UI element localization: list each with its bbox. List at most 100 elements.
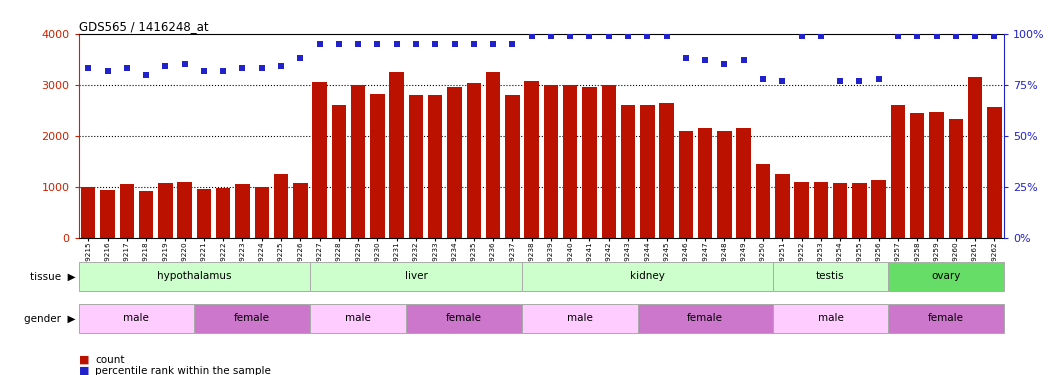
Bar bbox=[659, 103, 674, 238]
Point bbox=[523, 33, 540, 39]
Bar bbox=[968, 77, 982, 238]
Bar bbox=[79, 262, 310, 291]
Bar bbox=[101, 190, 114, 238]
Point bbox=[350, 41, 367, 47]
Point bbox=[677, 55, 694, 61]
Bar bbox=[772, 304, 889, 333]
Bar bbox=[889, 262, 1004, 291]
Point bbox=[408, 41, 424, 47]
Bar bbox=[158, 183, 173, 238]
Point bbox=[196, 68, 213, 74]
Text: female: female bbox=[234, 313, 270, 323]
Bar bbox=[505, 94, 520, 238]
Bar bbox=[640, 105, 655, 238]
Text: count: count bbox=[95, 355, 125, 365]
Bar bbox=[310, 262, 522, 291]
Bar bbox=[79, 304, 194, 333]
Text: GDS565 / 1416248_at: GDS565 / 1416248_at bbox=[79, 20, 209, 33]
Text: male: male bbox=[345, 313, 371, 323]
Text: ■: ■ bbox=[79, 355, 89, 365]
Bar bbox=[331, 105, 346, 238]
Point bbox=[581, 33, 597, 39]
Point bbox=[812, 33, 829, 39]
Point bbox=[485, 41, 502, 47]
Bar bbox=[486, 72, 500, 238]
Bar bbox=[872, 180, 886, 238]
Bar bbox=[428, 94, 442, 238]
Text: percentile rank within the sample: percentile rank within the sample bbox=[95, 366, 271, 375]
Point bbox=[909, 33, 925, 39]
Bar bbox=[544, 85, 559, 238]
Bar bbox=[813, 182, 828, 238]
Point bbox=[292, 55, 309, 61]
Bar bbox=[698, 128, 713, 238]
Bar bbox=[194, 304, 310, 333]
Point bbox=[947, 33, 964, 39]
Bar bbox=[293, 183, 307, 238]
Point bbox=[851, 78, 868, 84]
Bar bbox=[930, 112, 944, 238]
Point bbox=[446, 41, 463, 47]
Text: male: male bbox=[817, 313, 844, 323]
Bar bbox=[948, 118, 963, 238]
Bar bbox=[891, 105, 905, 238]
Point bbox=[254, 66, 270, 72]
Bar bbox=[910, 114, 924, 238]
Bar bbox=[447, 87, 462, 238]
Point bbox=[890, 33, 907, 39]
Bar bbox=[312, 82, 327, 238]
Bar bbox=[794, 182, 809, 238]
Point bbox=[601, 33, 617, 39]
Bar bbox=[776, 174, 789, 238]
Point bbox=[311, 41, 328, 47]
Point bbox=[465, 41, 482, 47]
Point bbox=[389, 41, 406, 47]
Point bbox=[929, 33, 945, 39]
Point bbox=[870, 76, 887, 82]
Bar bbox=[524, 81, 539, 238]
Bar bbox=[197, 189, 211, 238]
Point bbox=[562, 33, 578, 39]
Point bbox=[832, 78, 849, 84]
Point bbox=[755, 76, 771, 82]
Bar bbox=[370, 93, 385, 238]
Point bbox=[639, 33, 656, 39]
Bar bbox=[852, 183, 867, 238]
Bar bbox=[522, 304, 637, 333]
Point bbox=[215, 68, 232, 74]
Text: ovary: ovary bbox=[932, 271, 961, 281]
Bar bbox=[602, 85, 616, 238]
Point bbox=[736, 57, 752, 63]
Point bbox=[543, 33, 560, 39]
Text: gender  ▶: gender ▶ bbox=[24, 314, 75, 324]
Point bbox=[658, 33, 675, 39]
Point bbox=[330, 41, 347, 47]
Bar bbox=[235, 184, 249, 238]
Bar bbox=[255, 186, 269, 238]
Point bbox=[176, 62, 193, 68]
Text: male: male bbox=[567, 313, 593, 323]
Text: kidney: kidney bbox=[630, 271, 664, 281]
Point bbox=[157, 63, 174, 69]
Bar bbox=[833, 183, 848, 238]
Bar bbox=[772, 262, 889, 291]
Bar bbox=[351, 85, 366, 238]
Text: ■: ■ bbox=[79, 366, 89, 375]
Point bbox=[80, 66, 96, 72]
Bar bbox=[679, 131, 693, 238]
Text: female: female bbox=[446, 313, 482, 323]
Bar bbox=[637, 304, 772, 333]
Text: tissue  ▶: tissue ▶ bbox=[29, 272, 75, 282]
Point bbox=[118, 66, 135, 72]
Point bbox=[427, 41, 443, 47]
Point bbox=[793, 33, 810, 39]
Bar bbox=[310, 304, 407, 333]
Text: testis: testis bbox=[816, 271, 845, 281]
Bar bbox=[522, 262, 772, 291]
Point bbox=[773, 78, 790, 84]
Bar bbox=[274, 174, 288, 238]
Bar bbox=[216, 188, 231, 238]
Bar bbox=[466, 83, 481, 238]
Text: female: female bbox=[687, 313, 723, 323]
Point bbox=[137, 72, 154, 78]
